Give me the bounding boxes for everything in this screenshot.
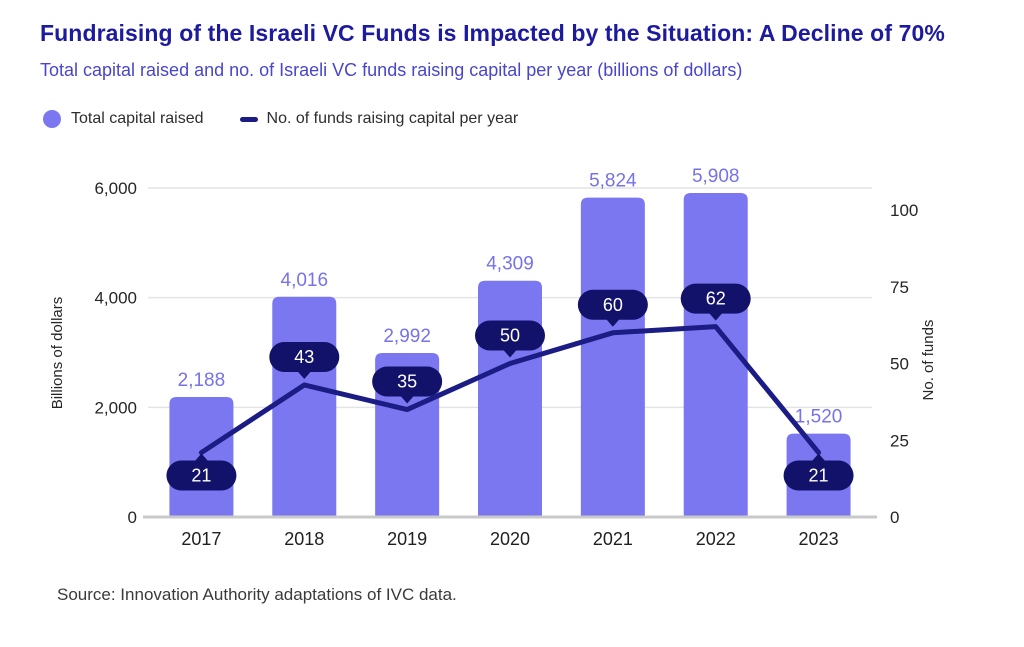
bar-value-label: 2,188 <box>178 370 226 391</box>
funds-pill-value: 21 <box>809 466 829 486</box>
funds-pill-value: 21 <box>191 466 211 486</box>
legend-capital-label: Total capital raised <box>71 110 204 127</box>
legend: Total capital raised No. of funds raisin… <box>40 110 518 128</box>
right-axis-tick: 25 <box>890 431 909 450</box>
right-axis-tick: 75 <box>890 278 909 297</box>
bar-value-label: 5,908 <box>692 166 740 187</box>
x-category-label: 2017 <box>181 529 221 549</box>
left-axis-title: Billions of dollars <box>49 297 66 410</box>
funds-pill-pointer <box>194 453 209 462</box>
x-category-label: 2019 <box>387 529 427 549</box>
legend-funds-label: No. of funds raising capital per year <box>266 110 519 127</box>
legend-item-capital: Total capital raised <box>40 110 204 128</box>
left-axis-tick: 6,000 <box>94 179 137 198</box>
x-category-label: 2022 <box>696 529 736 549</box>
funds-pill-pointer <box>605 318 620 327</box>
bar-value-label: 4,309 <box>486 254 534 275</box>
bar-2020 <box>478 280 542 517</box>
funds-pill <box>269 341 340 372</box>
funds-line-icon <box>239 116 258 122</box>
bar-value-label: 5,824 <box>589 171 637 192</box>
capital-circle-icon <box>43 110 61 128</box>
combo-chart: 2,188 4,016 2,992 4,309 5,824 5,908 1,520 0 2,00… <box>49 166 937 549</box>
left-axis-tick: 2,000 <box>94 398 137 417</box>
bar-2021 <box>580 197 645 517</box>
bar-value-label: 1,520 <box>795 407 843 428</box>
funds-pill <box>577 289 648 320</box>
source-note: Source: Innovation Authority adaptations… <box>57 585 457 604</box>
chart-subtitle: Total capital raised and no. of Israeli … <box>40 60 743 80</box>
bar-value-label: 4,016 <box>281 270 329 291</box>
funds-pill-value: 62 <box>706 289 726 309</box>
funds-pill-pointer <box>400 395 415 404</box>
funds-pill <box>680 283 751 314</box>
x-category-label: 2023 <box>799 529 839 549</box>
funds-pill-pointer <box>297 370 312 379</box>
funds-pill-pointer <box>811 453 826 462</box>
funds-pill-value: 43 <box>294 347 314 367</box>
left-axis-tick: 0 <box>128 508 137 527</box>
funds-pill <box>166 460 237 491</box>
funds-pill <box>475 320 545 351</box>
x-category-label: 2018 <box>284 529 324 549</box>
right-axis-title: No. of funds <box>920 320 937 401</box>
chart-title: Fundraising of the Israeli VC Funds is I… <box>40 20 945 46</box>
x-category-label: 2021 <box>593 529 633 549</box>
funds-line <box>198 324 822 456</box>
right-axis-tick: 100 <box>890 201 918 220</box>
bar-2018 <box>272 296 337 517</box>
bar-2022 <box>683 193 748 517</box>
funds-pill-pointer <box>708 312 723 321</box>
funds-pill-value: 60 <box>603 295 623 315</box>
funds-pill-pointer <box>503 349 517 358</box>
right-axis-tick: 0 <box>890 508 899 527</box>
x-category-label: 2020 <box>490 529 530 549</box>
funds-pill <box>783 460 854 491</box>
legend-item-funds: No. of funds raising capital per year <box>239 110 519 128</box>
funds-pill-value: 35 <box>397 372 417 392</box>
funds-pill <box>372 366 443 397</box>
funds-pill-value: 50 <box>500 326 520 346</box>
left-axis-tick: 4,000 <box>94 289 137 308</box>
bar-value-label: 2,992 <box>383 326 431 347</box>
right-axis-tick: 50 <box>890 355 909 374</box>
